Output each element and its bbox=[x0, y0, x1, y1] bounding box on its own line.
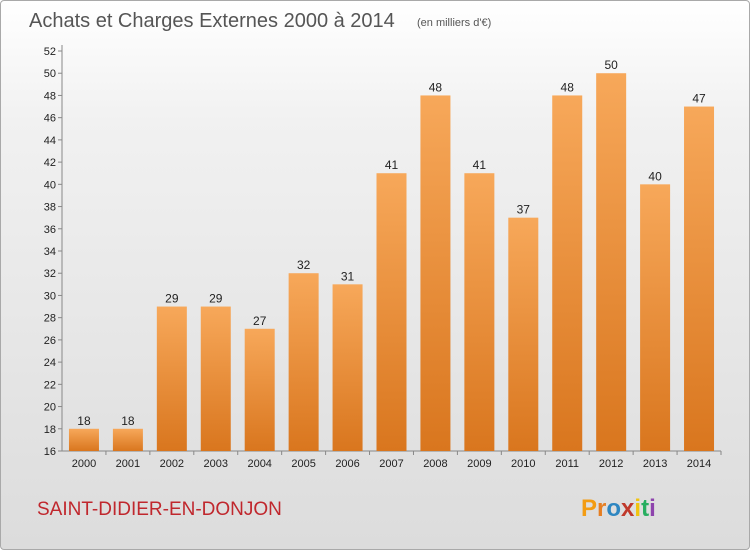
bar-value-label: 18 bbox=[121, 414, 135, 428]
bar bbox=[376, 173, 407, 451]
y-tick-label: 30 bbox=[44, 290, 56, 302]
bar-value-label: 41 bbox=[385, 158, 399, 172]
bar bbox=[244, 328, 275, 451]
bar-value-label: 29 bbox=[165, 292, 179, 306]
logo-letter: o bbox=[606, 495, 621, 522]
bar bbox=[332, 284, 363, 451]
logo-letter: i bbox=[634, 495, 641, 522]
x-tick-label: 2004 bbox=[247, 458, 271, 470]
plot-area: 16 18 20 22 24 26 28 30 32 34 36 38 40 42 44 46 48 50 52 20… bbox=[44, 45, 722, 470]
y-tick-label: 24 bbox=[44, 357, 56, 369]
bar bbox=[156, 306, 187, 451]
y-tick-label: 20 bbox=[44, 402, 56, 414]
x-tick-label: 2011 bbox=[555, 458, 579, 470]
logo-letter: t bbox=[641, 495, 649, 522]
y-tick-label: 22 bbox=[44, 379, 56, 391]
bar bbox=[112, 428, 143, 451]
town-name: SAINT-DIDIER-EN-DONJON bbox=[37, 499, 282, 520]
chart-title: Achats et Charges Externes 2000 à 2014 bbox=[29, 10, 395, 32]
y-tick-label: 16 bbox=[44, 446, 56, 458]
y-tick-label: 34 bbox=[44, 246, 56, 258]
bar bbox=[508, 217, 539, 451]
logo-letter: i bbox=[649, 495, 656, 522]
bar bbox=[552, 95, 583, 451]
y-tick-label: 26 bbox=[44, 335, 56, 347]
bar-value-label: 48 bbox=[561, 80, 575, 94]
y-tick-label: 42 bbox=[44, 157, 56, 169]
y-tick-label: 48 bbox=[44, 90, 56, 102]
logo-letter: r bbox=[597, 495, 606, 522]
y-tick-label: 18 bbox=[44, 424, 56, 436]
logo-letter: x bbox=[621, 495, 635, 522]
y-tick-label: 36 bbox=[44, 224, 56, 236]
bar bbox=[68, 428, 99, 451]
bar bbox=[420, 95, 451, 451]
bar bbox=[596, 73, 627, 451]
x-tick-label: 2005 bbox=[291, 458, 315, 470]
bar-value-label: 32 bbox=[297, 258, 311, 272]
x-tick-label: 2003 bbox=[204, 458, 228, 470]
x-tick-label: 2006 bbox=[335, 458, 359, 470]
bar-value-label: 37 bbox=[517, 203, 531, 217]
y-tick-label: 40 bbox=[44, 179, 56, 191]
x-tick-label: 2014 bbox=[687, 458, 711, 470]
bar-value-label: 18 bbox=[77, 414, 91, 428]
bar-value-label: 29 bbox=[209, 292, 223, 306]
y-tick-label: 32 bbox=[44, 268, 56, 280]
proxiti-logo: Proxiti bbox=[581, 495, 656, 522]
bar bbox=[288, 273, 319, 451]
y-tick-label: 52 bbox=[44, 46, 56, 58]
bar bbox=[200, 306, 231, 451]
x-tick-label: 2002 bbox=[160, 458, 184, 470]
bar bbox=[464, 173, 495, 451]
bar-value-label: 31 bbox=[341, 269, 355, 283]
x-tick-label: 2013 bbox=[643, 458, 667, 470]
y-tick-label: 38 bbox=[44, 202, 56, 214]
y-tick-label: 28 bbox=[44, 313, 56, 325]
y-tick-label: 50 bbox=[44, 68, 56, 80]
bar-value-label: 47 bbox=[692, 92, 706, 106]
logo-letter: P bbox=[581, 495, 597, 522]
x-tick-label: 2008 bbox=[423, 458, 447, 470]
bar-value-label: 27 bbox=[253, 314, 267, 328]
bar-value-label: 41 bbox=[473, 158, 487, 172]
bar-value-label: 50 bbox=[604, 58, 618, 72]
x-tick-label: 2010 bbox=[511, 458, 535, 470]
bar-value-label: 48 bbox=[429, 80, 443, 94]
x-tick-label: 2001 bbox=[116, 458, 140, 470]
chart-unit: (en milliers d'€) bbox=[417, 17, 491, 29]
y-tick-label: 46 bbox=[44, 113, 56, 125]
x-tick-label: 2000 bbox=[72, 458, 96, 470]
bar bbox=[640, 184, 671, 452]
x-tick-label: 2009 bbox=[467, 458, 491, 470]
y-tick-label: 44 bbox=[44, 135, 56, 147]
x-tick-label: 2007 bbox=[379, 458, 403, 470]
bar bbox=[684, 106, 715, 452]
x-tick-label: 2012 bbox=[599, 458, 623, 470]
bar-value-label: 40 bbox=[648, 169, 662, 183]
